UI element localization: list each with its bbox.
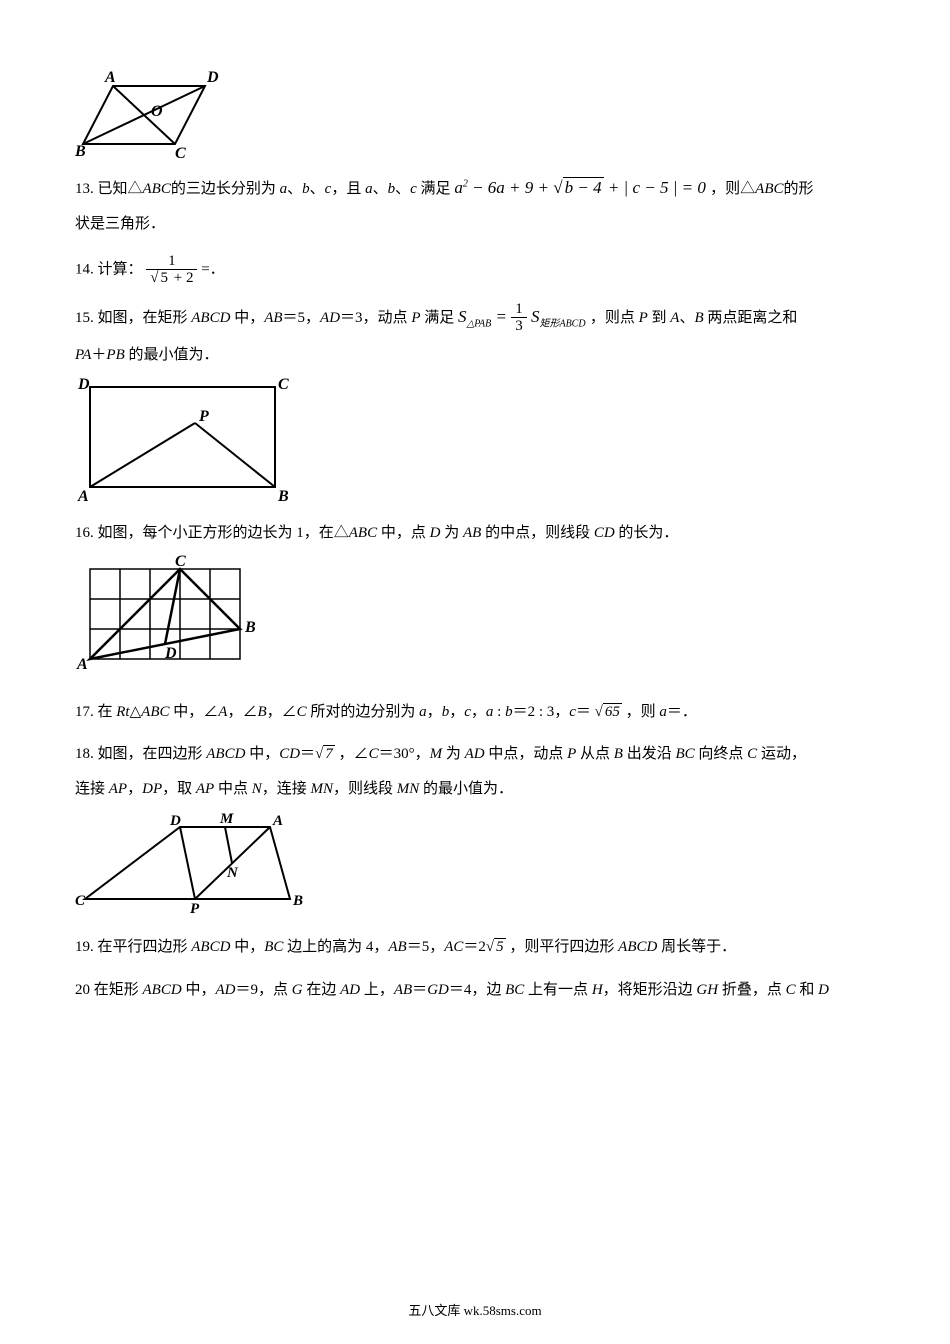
svg-text:B: B (292, 893, 303, 909)
question-15: 15. 如图，在矩形 ABCD 中，AB＝5，AD＝3，动点 P 满足 S△PA… (75, 301, 875, 506)
svg-text:P: P (190, 901, 200, 917)
question-20: 20 在矩形 ABCD 中，AD＝9，点 G 在边 AD 上，AB＝GD＝4，边… (75, 976, 875, 1005)
svg-text:A: A (272, 813, 283, 829)
question-19: 19. 在平行四边形 ABCD 中，BC 边上的高为 4，AB＝5，AC＝25 … (75, 933, 875, 962)
svg-text:P: P (198, 408, 209, 425)
figure-q12: A D B C O (75, 66, 875, 166)
question-14: 14. 计算： 1 5 + 2 =． (75, 253, 875, 287)
svg-text:A: A (77, 488, 89, 505)
svg-text:C: C (278, 376, 289, 393)
q13-line2: 状是三角形． (75, 210, 875, 239)
q13-text-2: 的三边长分别为 (171, 181, 280, 197)
svg-text:D: D (77, 376, 90, 393)
svg-text:C: C (75, 893, 86, 909)
q13-text-1: 13. 已知△ (75, 181, 143, 197)
fig16-svg: A B C D (75, 554, 265, 684)
svg-text:B: B (244, 619, 256, 636)
fig15-svg: D C A B P (75, 375, 295, 505)
q15-equation: S△PAB = 13 S矩形ABCD (458, 307, 590, 326)
svg-text:D: D (169, 813, 181, 829)
q13-a: a (280, 181, 288, 197)
svg-text:D: D (164, 645, 177, 662)
fig12-label-D: D (206, 69, 219, 86)
figure-q15: D C A B P (75, 375, 875, 505)
svg-text:A: A (76, 656, 88, 673)
svg-text:N: N (226, 865, 239, 881)
figure-q18: C B A D M N P (75, 809, 875, 919)
fig12-svg: A D B C O (75, 66, 225, 166)
q14-fraction: 1 5 + 2 (146, 253, 197, 287)
svg-text:C: C (175, 554, 186, 570)
q13-equation: a2 − 6a + 9 + b − 4 + | c − 5 | = 0 (454, 178, 710, 197)
q13-b: b (302, 181, 310, 197)
question-17: 17. 在 Rt△ABC 中，∠A，∠B，∠C 所对的边分别为 a，b，c，a … (75, 698, 875, 727)
q14-tail: =． (201, 261, 224, 277)
fig12-label-C: C (175, 145, 186, 162)
figure-q16: A B C D (75, 554, 875, 684)
svg-text:M: M (219, 811, 234, 827)
question-18: 18. 如图，在四边形 ABCD 中，CD＝7 ，∠C＝30°，M 为 AD 中… (75, 740, 875, 919)
page: A D B C O 13. 已知△ABC的三边长分别为 a、b、c，且 a、b、… (0, 0, 950, 1344)
question-13: 13. 已知△ABC的三边长分别为 a、b、c，且 a、b、c 满足 a2 − … (75, 172, 875, 239)
fig18-svg: C B A D M N P (75, 809, 315, 919)
q14-prefix: 14. 计算： (75, 261, 143, 277)
fig12-label-A: A (104, 69, 116, 86)
page-footer: 五八文库 wk.58sms.com (0, 1299, 950, 1324)
fig12-label-B: B (75, 143, 86, 160)
q13-abc: ABC (143, 181, 171, 197)
svg-text:B: B (277, 488, 289, 505)
fig12-label-O: O (151, 103, 163, 120)
question-16: 16. 如图，每个小正方形的边长为 1，在△ABC 中，点 D 为 AB 的中点… (75, 519, 875, 684)
